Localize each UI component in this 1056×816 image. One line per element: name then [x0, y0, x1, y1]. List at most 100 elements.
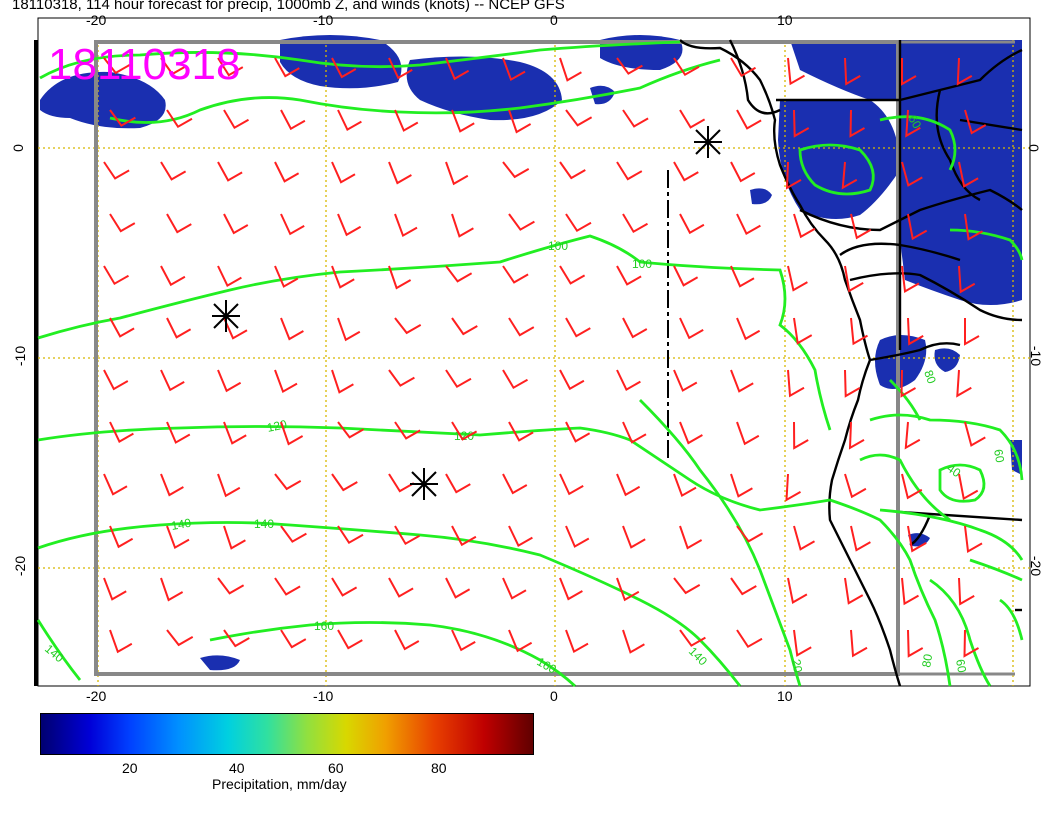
wind-barb [622, 629, 645, 654]
contour-label: 140 [254, 517, 274, 531]
bottom-tick: 0 [550, 688, 558, 704]
bottom-tick: 10 [777, 688, 793, 704]
wind-barb [280, 213, 305, 236]
wind-barb [787, 57, 805, 86]
wind-barb [217, 265, 242, 288]
wind-barb [445, 57, 470, 81]
contour-label: 60 [905, 113, 924, 132]
wind-barb [565, 421, 591, 443]
wind-barb [559, 57, 582, 82]
left-tick: -20 [12, 555, 29, 577]
wind-barb [223, 629, 250, 648]
wind-barb [736, 525, 764, 543]
wind-barb [280, 317, 304, 341]
wind-barb [502, 57, 526, 82]
colorbar-title: Precipitation, mm/day [212, 776, 347, 792]
wind-barb [848, 421, 865, 450]
contour-label: 140 [42, 642, 67, 666]
wind-barb [905, 109, 921, 138]
wind-barb [850, 213, 872, 240]
wind-barb [679, 421, 703, 445]
wind-barb [785, 161, 802, 190]
wind-barb [394, 525, 420, 546]
wind-barb [388, 369, 415, 387]
wind-barb [109, 421, 134, 444]
wind-barb [331, 57, 357, 79]
top-tick: 10 [777, 12, 793, 28]
wind-barb [559, 369, 585, 391]
wind-barb [337, 317, 361, 342]
wind-barb [445, 265, 473, 283]
wind-barb [907, 317, 924, 346]
wind-barb [907, 213, 928, 241]
wind-barb [109, 525, 134, 549]
wind-barb [274, 161, 300, 183]
wind-barb [166, 421, 191, 444]
wind-barb [622, 317, 648, 339]
wind-barb [901, 473, 923, 500]
wind-barb [736, 421, 760, 446]
wind-barb [217, 369, 242, 393]
wind-barb [109, 317, 135, 338]
left-tick: 0 [9, 144, 26, 152]
wind-barb [331, 577, 358, 597]
wind-barb [274, 57, 300, 78]
wind-barb [166, 629, 194, 647]
wind-barb [451, 629, 476, 652]
wind-barb [673, 473, 697, 498]
wind-barb [964, 421, 986, 447]
wind-barb [103, 473, 128, 496]
subdomain-box [94, 40, 900, 676]
wind-barb [622, 213, 648, 234]
wind-barb [166, 525, 190, 550]
wind-barb [388, 161, 412, 185]
wind-barb [508, 525, 533, 548]
wind-barb [508, 421, 534, 442]
wind-barb [331, 161, 356, 184]
wind-barb [280, 109, 306, 131]
wind-barb [109, 629, 133, 654]
wind-barb [160, 369, 185, 392]
wind-barb [964, 213, 983, 241]
wind-barb [280, 629, 307, 649]
wind-barb [559, 161, 586, 180]
wind-barb [223, 421, 247, 445]
colorbar-tick: 40 [229, 760, 245, 776]
wind-barb [844, 265, 864, 293]
wind-barb [394, 629, 420, 651]
wind-barb [679, 317, 704, 340]
wind-barb [901, 265, 920, 294]
wind-barb [331, 473, 358, 492]
wind-barb [622, 421, 647, 444]
bottom-tick: -20 [86, 688, 107, 704]
wind-barb [679, 109, 706, 129]
contours [36, 40, 1024, 688]
colorbar-tick: 20 [122, 760, 138, 776]
wind-barb [793, 109, 810, 138]
wind-barb [616, 57, 643, 75]
station-markers [212, 126, 722, 500]
wind-barb [736, 629, 763, 649]
wind-barb [337, 109, 362, 132]
wind-barb [679, 525, 703, 550]
wind-barb [673, 577, 701, 595]
wind-barb [508, 629, 533, 653]
wind-barb [217, 161, 243, 182]
wind-barb [166, 109, 193, 129]
coastlines [679, 39, 1023, 687]
wind-barb [109, 109, 136, 127]
wind-barb [103, 577, 127, 601]
wind-barb [964, 109, 987, 135]
contour-label: 60 [953, 658, 969, 674]
wind-barb [103, 161, 130, 180]
wind-barb [559, 577, 583, 601]
left-tick: -10 [12, 345, 29, 367]
wind-barb [451, 525, 477, 547]
wind-barb [565, 525, 590, 548]
wind-barb [565, 109, 593, 127]
wind-barb [616, 369, 641, 392]
wind-barb [223, 317, 248, 340]
wind-barb [160, 577, 184, 602]
wind-barb [331, 369, 354, 394]
wind-barb [337, 629, 363, 650]
